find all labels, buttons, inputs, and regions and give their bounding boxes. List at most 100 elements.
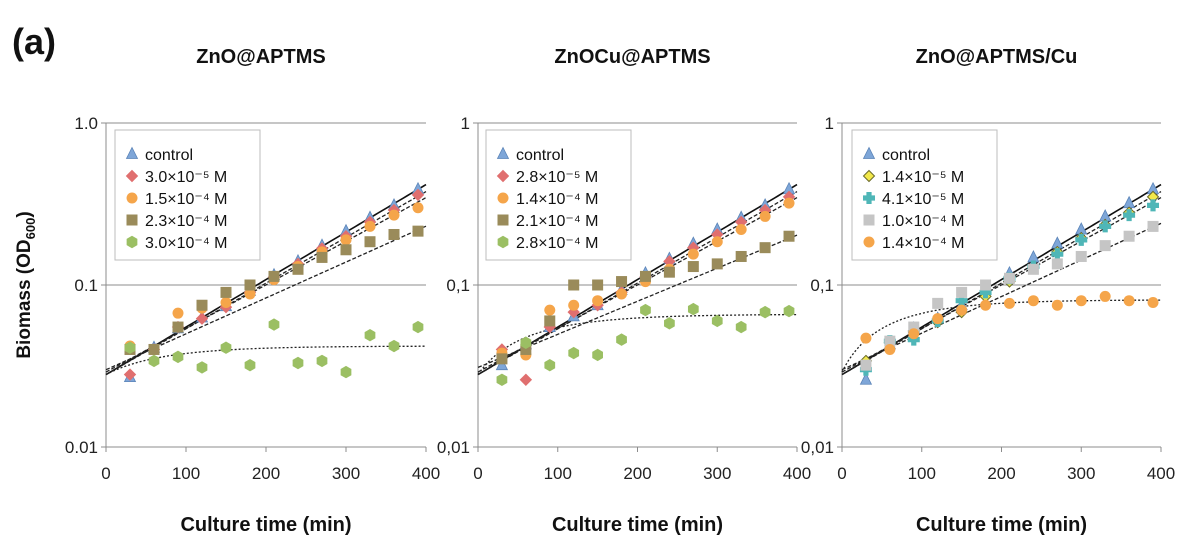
data-point [592,295,604,307]
data-point [711,236,723,248]
data-point [759,210,771,222]
data-point [955,294,968,307]
data-point [932,313,944,325]
legend-box [851,129,998,261]
data-point [1147,296,1159,308]
legend-label: 2.8×10⁻⁵ M [516,169,598,186]
data-point [735,320,747,334]
data-point [1051,299,1063,311]
x-tick-label: 0 [101,464,110,483]
legend-marker [126,235,138,249]
data-point [616,333,627,346]
data-point [388,339,400,353]
legend-box [114,129,261,261]
data-point [520,343,532,355]
data-point [520,336,532,349]
data-point [1051,248,1064,261]
data-point [759,305,771,319]
y-tick-label: 1.0 [74,114,98,133]
legend-marker [497,214,509,226]
legend-marker [125,146,139,159]
chart-3: 0,01 0,1 1 0 100 200 300 400 ZnO@APTMS/Cu Culture… [801,46,1175,536]
data-point [908,328,920,340]
legend-marker [862,169,876,183]
data-point [687,261,699,273]
legend-label: 2.3×10⁻⁴ M [145,213,227,230]
x-tick-label: 200 [623,464,651,483]
data-point [220,296,232,308]
y-tick-label: 0.01 [65,438,98,457]
x-tick-label: 300 [332,464,360,483]
legend-marker [863,236,875,248]
data-point [364,328,376,342]
data-point [908,321,920,333]
legend: control 2.8×10⁻⁵ M 1.4×10⁻⁴ M 2.1×10⁻⁴ M 2.8… [485,129,632,261]
chart-title: ZnOCu@APTMS [554,46,710,68]
data-point [884,343,896,355]
data-point [783,230,795,242]
series-4 [860,220,1159,371]
y-tick-label: 1 [825,114,834,133]
data-point [124,341,136,354]
chart-title: ZnO@APTMS/Cu [916,46,1078,68]
data-point [292,263,304,275]
data-point [316,251,328,263]
data-point [148,354,160,368]
data-point [412,225,424,237]
legend-marker [496,146,510,159]
x-tick-label: 400 [412,464,440,483]
data-point [1051,258,1063,270]
legend-box [485,129,632,261]
data-point [388,228,400,240]
y-tick-label: 0.1 [74,276,98,295]
data-point [884,335,896,347]
data-point [979,286,992,299]
data-point [711,258,723,270]
data-point [1147,199,1160,212]
data-point [1099,220,1112,233]
series-5 [860,290,1159,355]
data-point [268,318,280,331]
x-tick-label: 300 [1067,464,1095,483]
data-point [783,304,795,318]
data-point [1003,272,1015,284]
data-point [663,266,675,278]
data-point [1123,209,1136,222]
data-point [616,276,628,288]
data-point [544,358,556,372]
data-point [664,317,675,330]
data-point [860,332,872,344]
y-tick-label: 0,01 [437,438,470,457]
legend-label: control [516,147,564,164]
series-4 [496,230,795,365]
data-point [592,279,604,291]
data-point [172,307,184,319]
data-point [196,361,208,374]
data-point [1027,250,1040,263]
data-point [1075,250,1087,262]
legend-marker [863,214,875,226]
x-axis-label: Culture time (min) [552,514,723,536]
data-point [1123,295,1135,307]
x-tick-label: 200 [252,464,280,483]
data-point [980,299,992,311]
data-point [172,321,184,333]
data-point [364,220,376,232]
data-point [268,270,280,282]
chart-2: 0,01 0,1 1 0 100 200 300 400 ZnOCu@APTMS Culture … [437,46,811,536]
data-point [859,372,873,385]
series-5 [496,302,795,386]
data-point [907,333,920,346]
y-axis-label: Biomass (OD600) [14,211,38,358]
data-point [1075,233,1088,246]
data-point [639,270,651,282]
x-axis-label: Culture time (min) [180,514,351,536]
data-point [783,197,795,209]
legend-label: control [145,147,193,164]
data-point [592,348,603,362]
legend-marker [862,146,876,159]
legend-label: 4.1×10⁻⁵ M [882,191,964,208]
legend-label: 1.0×10⁻⁴ M [882,213,964,230]
trendline-5 [477,313,797,375]
